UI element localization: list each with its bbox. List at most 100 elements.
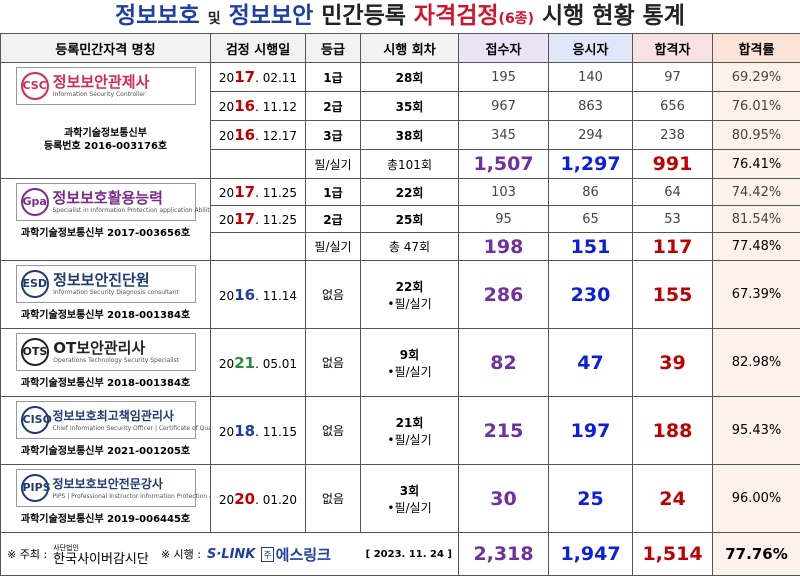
date-cell: 2018. 11.15	[211, 397, 306, 465]
logo-subtitle: PIPS | Professional Instructor Informati…	[53, 493, 211, 500]
date-cell: 2017. 11.25	[211, 179, 306, 206]
count-cell: 195	[459, 63, 549, 92]
date-cell: 2017. 02.11	[211, 63, 306, 92]
header-cell: 시행 회차	[361, 34, 459, 63]
run-name: 에스링크	[276, 544, 331, 565]
header-cell: 검정 시행일	[211, 34, 306, 63]
count-cell: 197	[549, 397, 633, 465]
date-cell: 2017. 11.25	[211, 206, 306, 233]
header-cell: 응시자	[549, 34, 633, 63]
logo-title: 정보보안관제사	[53, 74, 150, 91]
round-cell: 총101회	[361, 150, 459, 179]
rate-cell: 77.76%	[713, 533, 800, 576]
rate-cell: 80.95%	[713, 121, 800, 150]
logo-subtitle: Information Security Controller	[53, 91, 150, 98]
count-cell: 140	[549, 63, 633, 92]
round: 22회	[361, 278, 458, 295]
logo-title: 정보보호보안전문강사	[53, 476, 211, 493]
grade-cell: 없음	[306, 465, 361, 533]
date-cell: 2021. 05.01	[211, 329, 306, 397]
count-cell: 155	[633, 261, 713, 329]
date-year: 21	[234, 354, 255, 372]
round-cell: 25회	[361, 206, 459, 233]
header-cell: 등록민간자격 명칭	[1, 34, 211, 63]
date-rest: . 11.25	[255, 186, 297, 200]
logo-icon: PIPS	[21, 474, 49, 502]
exam-kind: •필/실기	[361, 363, 458, 380]
date-prefix: 20	[219, 186, 234, 200]
count-cell: 47	[549, 329, 633, 397]
org: 과학기술정보통신부	[1, 127, 210, 140]
round: 9회	[361, 346, 458, 363]
title-part: 시행 현황 통계	[542, 3, 685, 29]
logo-icon: CSC	[21, 72, 49, 100]
date-rest: . 11.15	[255, 425, 297, 439]
date-prefix: 20	[219, 100, 234, 114]
header-cell: 합격자	[633, 34, 713, 63]
date-cell: 2020. 01.20	[211, 465, 306, 533]
logo-title: 정보보안진단원	[53, 272, 179, 289]
rate-cell: 76.01%	[713, 92, 800, 121]
count-cell: 2,318	[459, 533, 549, 576]
reg-no: 과학기술정보통신부 2017-003656호	[1, 227, 210, 240]
date-year: 17	[234, 183, 255, 201]
rate-cell: 77.48%	[713, 233, 800, 261]
registration: 과학기술정보통신부 2018-001384호	[1, 309, 210, 322]
title: 정보보호 및 정보보안 민간등록 자격검정(6종) 시행 현황 통계	[0, 0, 800, 33]
round-cell: 22회•필/실기	[361, 261, 459, 329]
date-rest: . 11.25	[255, 213, 297, 227]
rate-cell: 67.39%	[713, 261, 800, 329]
grade-cell: 2급	[306, 206, 361, 233]
header-cell: 합격률	[713, 34, 800, 63]
date-cell: 2016. 11.12	[211, 92, 306, 121]
date-cell: 2016. 11.14	[211, 261, 306, 329]
count-cell: 238	[633, 121, 713, 150]
count-cell: 294	[549, 121, 633, 150]
date-prefix: 20	[219, 493, 234, 507]
date-rest: . 12.17	[255, 129, 297, 143]
date-prefix: 20	[219, 289, 234, 303]
count-cell: 151	[549, 233, 633, 261]
date-year: 16	[234, 126, 255, 144]
date-cell	[211, 150, 306, 179]
count-cell: 215	[459, 397, 549, 465]
logo-subtitle: Specialist in Information Protection app…	[53, 207, 211, 214]
count-cell: 1,514	[633, 533, 713, 576]
round: 3회	[361, 482, 458, 499]
date-prefix: 20	[219, 71, 234, 85]
date-year: 16	[234, 286, 255, 304]
logo-subtitle: Chief Information Security Officer | Cer…	[53, 425, 211, 432]
grade-cell: 없음	[306, 261, 361, 329]
count-cell: 82	[459, 329, 549, 397]
title-part: 민간등록	[321, 3, 406, 29]
run-label: ※ 시행 :	[161, 546, 201, 562]
count-cell: 230	[549, 261, 633, 329]
date-prefix: 20	[219, 129, 234, 143]
round-cell: 28회	[361, 63, 459, 92]
count-cell: 86	[549, 179, 633, 206]
grade-cell: 없음	[306, 397, 361, 465]
reg-no: 등록번호 2016-003176호	[1, 140, 210, 153]
registration: 과학기술정보통신부 2018-001384호	[1, 377, 210, 390]
exam-kind: •필/실기	[361, 431, 458, 448]
count-cell: 24	[633, 465, 713, 533]
reg-no: 과학기술정보통신부 2019-006445호	[1, 513, 210, 526]
registration: 과학기술정보통신부 2017-003656호	[1, 227, 210, 240]
round-cell: 22회	[361, 179, 459, 206]
grade-cell: 필/실기	[306, 233, 361, 261]
